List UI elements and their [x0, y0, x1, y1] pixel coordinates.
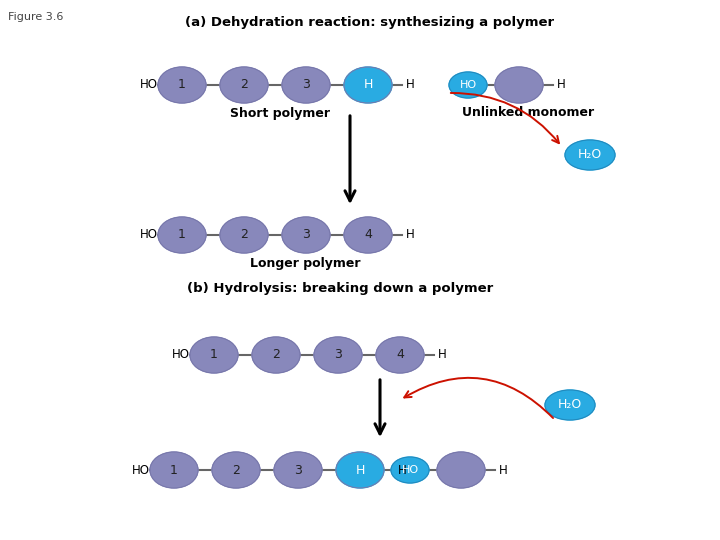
Text: H: H [557, 78, 566, 91]
Ellipse shape [220, 67, 268, 103]
Text: 4: 4 [364, 228, 372, 241]
Text: H: H [398, 463, 407, 476]
Text: 2: 2 [240, 228, 248, 241]
Ellipse shape [220, 217, 268, 253]
Ellipse shape [565, 140, 615, 170]
FancyArrowPatch shape [451, 93, 559, 143]
Ellipse shape [274, 452, 322, 488]
Text: Figure 3.6: Figure 3.6 [8, 12, 63, 22]
Text: 1: 1 [170, 463, 178, 476]
Text: 2: 2 [232, 463, 240, 476]
Text: 3: 3 [302, 78, 310, 91]
Ellipse shape [282, 67, 330, 103]
Ellipse shape [282, 217, 330, 253]
Text: Short polymer: Short polymer [230, 106, 330, 119]
Text: 3: 3 [334, 348, 342, 361]
Text: HO: HO [140, 228, 158, 241]
Text: HO: HO [402, 465, 418, 475]
Text: 1: 1 [210, 348, 218, 361]
Ellipse shape [336, 452, 384, 488]
Ellipse shape [190, 337, 238, 373]
Ellipse shape [158, 67, 206, 103]
FancyArrowPatch shape [404, 378, 553, 418]
Text: 4: 4 [396, 348, 404, 361]
Text: 2: 2 [272, 348, 280, 361]
Text: 1: 1 [178, 228, 186, 241]
Ellipse shape [391, 457, 429, 483]
Ellipse shape [212, 452, 260, 488]
Text: H₂O: H₂O [558, 399, 582, 411]
Text: 3: 3 [302, 228, 310, 241]
Text: H: H [406, 78, 415, 91]
Ellipse shape [495, 67, 543, 103]
Ellipse shape [150, 452, 198, 488]
Ellipse shape [344, 67, 392, 103]
Ellipse shape [437, 452, 485, 488]
Text: H₂O: H₂O [578, 148, 602, 161]
Text: 2: 2 [240, 78, 248, 91]
Text: HO: HO [459, 80, 477, 90]
Ellipse shape [344, 217, 392, 253]
Text: H: H [406, 228, 415, 241]
Ellipse shape [314, 337, 362, 373]
Text: Unlinked monomer: Unlinked monomer [462, 106, 594, 119]
Text: HO: HO [132, 463, 150, 476]
Text: H: H [355, 463, 365, 476]
Ellipse shape [545, 390, 595, 420]
Text: Longer polymer: Longer polymer [250, 256, 360, 269]
Text: H: H [499, 463, 508, 476]
Text: (b) Hydrolysis: breaking down a polymer: (b) Hydrolysis: breaking down a polymer [187, 282, 493, 295]
Text: (a) Dehydration reaction: synthesizing a polymer: (a) Dehydration reaction: synthesizing a… [186, 16, 554, 29]
Text: 3: 3 [294, 463, 302, 476]
Text: HO: HO [140, 78, 158, 91]
Text: H: H [438, 348, 446, 361]
Ellipse shape [158, 217, 206, 253]
Text: 1: 1 [178, 78, 186, 91]
Ellipse shape [252, 337, 300, 373]
Text: H: H [364, 78, 373, 91]
Text: HO: HO [172, 348, 190, 361]
Ellipse shape [376, 337, 424, 373]
Ellipse shape [449, 72, 487, 98]
